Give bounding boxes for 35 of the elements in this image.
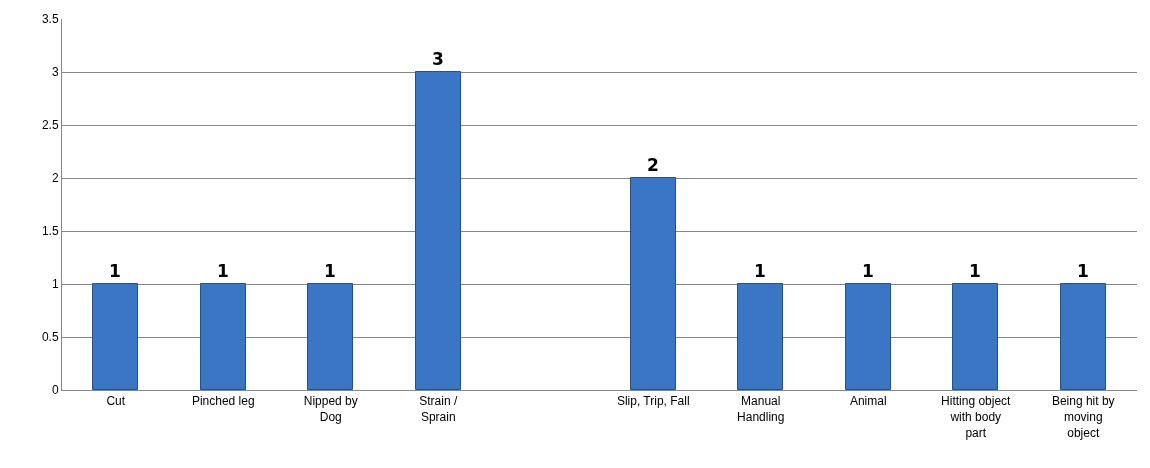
x-tick-label: Manual Handling (737, 394, 785, 424)
data-label: 1 (862, 260, 874, 281)
data-label: 1 (109, 260, 121, 281)
bar (1060, 283, 1106, 390)
bar (737, 283, 783, 390)
bar (845, 283, 891, 390)
y-tick-label: 1.5 (41, 224, 59, 239)
y-tick-label: 0.5 (41, 330, 59, 345)
bar (200, 283, 246, 390)
bar (952, 283, 998, 390)
x-tick-label: Slip, Trip, Fall (616, 394, 690, 409)
y-tick-label: 3 (51, 65, 59, 80)
x-tick-label: Nipped by Dog (303, 394, 358, 424)
data-label: 2 (647, 154, 659, 175)
data-label: 3 (432, 48, 444, 69)
data-label: 1 (1077, 260, 1089, 281)
x-tick-label: Hitting object with body part (941, 394, 1012, 440)
x-tick-label: Pinched leg (191, 394, 255, 409)
x-tick-label: Animal (849, 394, 887, 409)
y-tick-label: 1 (51, 277, 59, 292)
x-tick-label: Cut (106, 394, 126, 409)
data-label: 1 (324, 260, 336, 281)
y-tick-label: 3.5 (41, 12, 59, 27)
bar (307, 283, 353, 390)
bar (415, 71, 461, 390)
data-label: 1 (754, 260, 766, 281)
y-tick-label: 0 (51, 383, 59, 398)
data-label: 1 (969, 260, 981, 281)
x-tick-label: Strain / Sprain (419, 394, 458, 424)
data-label: 1 (217, 260, 229, 281)
y-tick-label: 2 (51, 171, 59, 186)
bar (92, 283, 138, 390)
bar (630, 177, 676, 390)
x-tick-label: Being hit by moving object (1051, 394, 1115, 440)
y-tick-label: 2.5 (41, 118, 59, 133)
